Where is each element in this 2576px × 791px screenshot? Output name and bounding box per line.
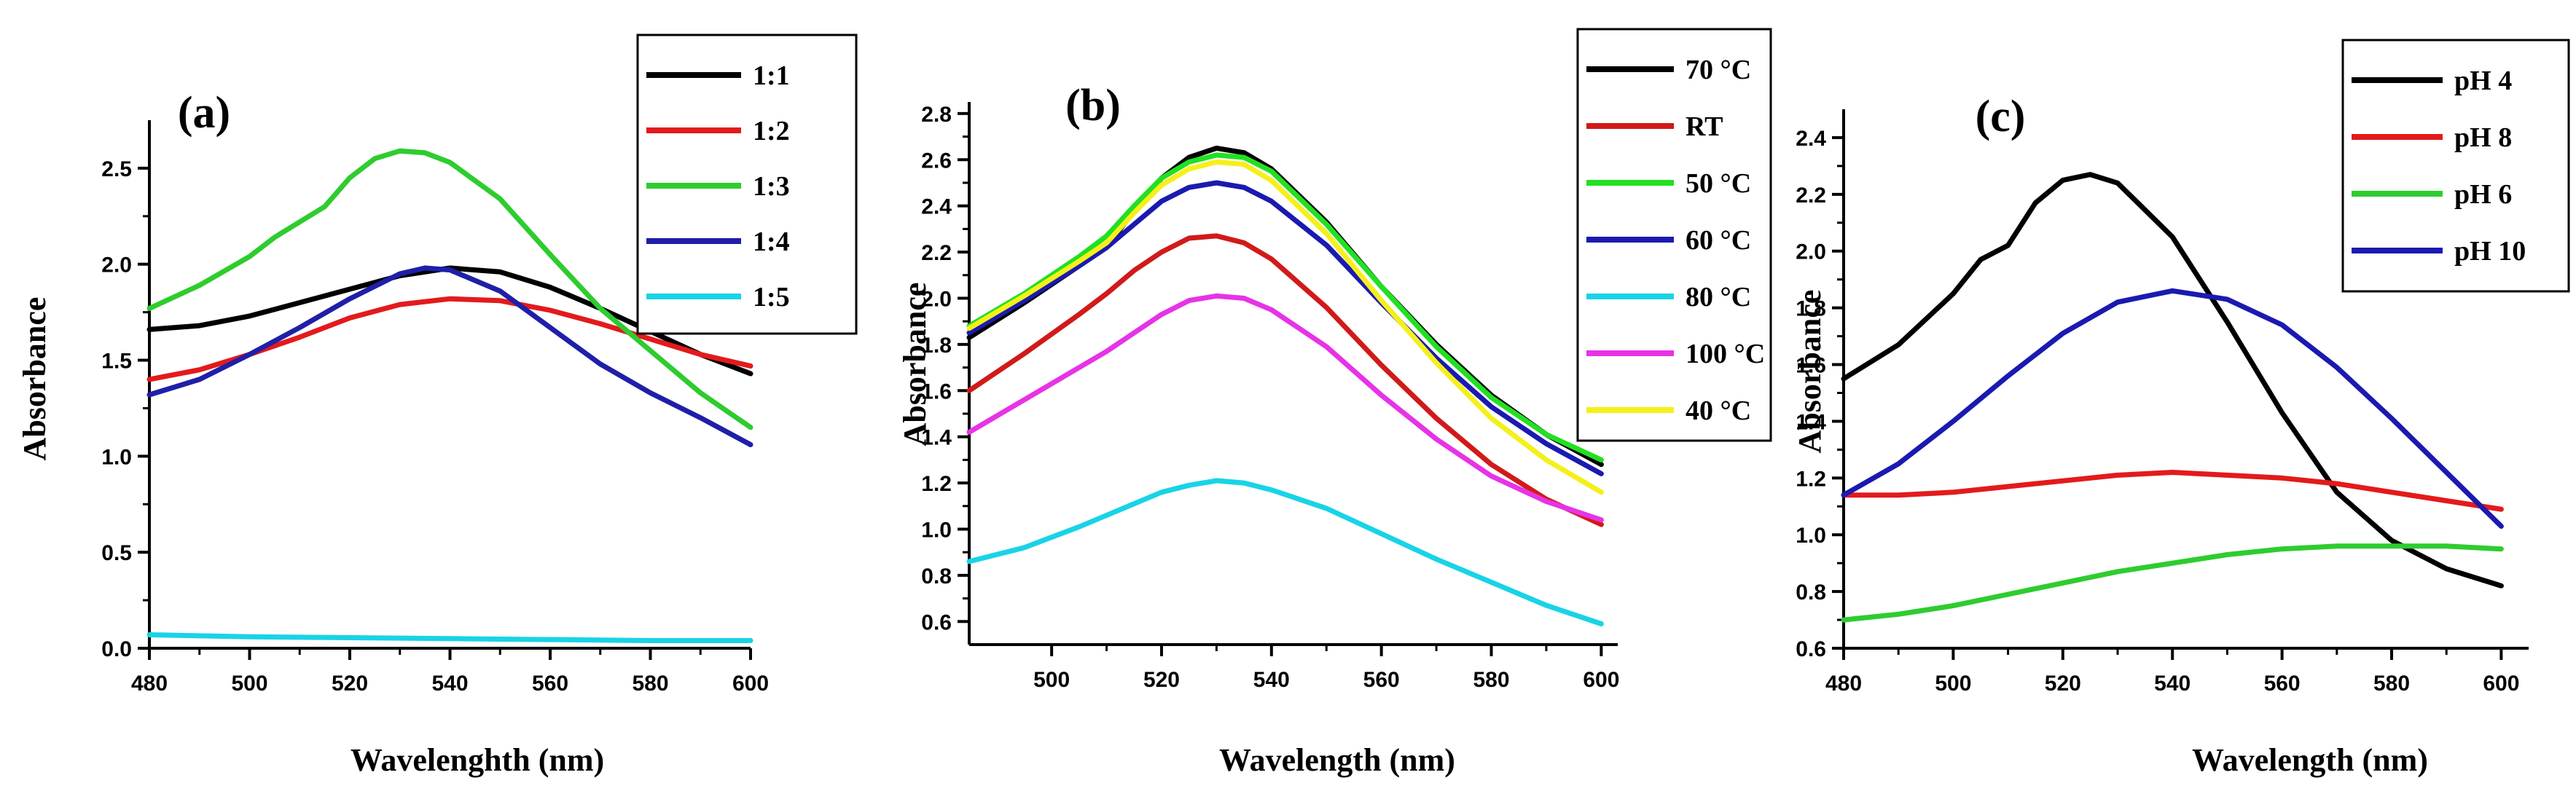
legend-box	[1576, 28, 1772, 442]
series-line-pH-4	[1841, 172, 2504, 589]
series-line-pH-10	[1841, 288, 2504, 529]
panel-label: (b)	[1065, 81, 1121, 130]
series-line-80-C	[966, 478, 1604, 626]
y-tick-label: 0.8	[921, 564, 952, 589]
legend-label: 70 °C	[1686, 55, 1751, 85]
series-line-pH-8	[1841, 470, 2504, 512]
y-tick-label: 1.2	[921, 472, 952, 496]
series-line-40-C	[966, 159, 1604, 495]
legend-label: pH 6	[2454, 179, 2512, 210]
legend-label: 50 °C	[1686, 168, 1751, 199]
x-tick-label: 520	[1143, 668, 1180, 692]
y-tick-label: 2.0	[101, 253, 132, 278]
legend-label: pH 10	[2454, 236, 2526, 267]
y-tick-label: 1.0	[101, 445, 132, 469]
y-tick-label: 1.0	[1796, 524, 1826, 548]
y-tick-label: 2.0	[921, 287, 952, 311]
y-tick-label: 2.5	[101, 157, 132, 181]
legend-label: 100 °C	[1686, 339, 1765, 369]
legend-label: pH 8	[2454, 122, 2512, 153]
legend: 70 °C RT 50 °C 60 °C 80 °C 100 °C 40 °C	[1576, 28, 1772, 442]
legend-label: RT	[1686, 111, 1723, 142]
y-tick-label: 0.5	[101, 541, 132, 565]
x-tick-label: 540	[431, 672, 468, 696]
y-tick-label: 1.8	[1796, 297, 1826, 321]
legend-label: 80 °C	[1686, 282, 1751, 312]
x-tick-label: 500	[1935, 672, 1971, 696]
legend-label: 1:5	[753, 282, 790, 312]
x-tick-label: 560	[1363, 668, 1400, 692]
series-line-100-C	[966, 293, 1604, 523]
panel-c: 480 500 520 540 560 580 600 0.6 0.8 1.0 1.2 1.4 1.6 1…	[1792, 39, 2570, 778]
series-line-60-C	[966, 180, 1604, 476]
y-tick-label: 0.8	[1796, 581, 1826, 605]
x-tick-label: 500	[231, 672, 267, 696]
y-tick-label: 2.8	[921, 103, 952, 127]
y-tick-label: 1.0	[921, 518, 952, 542]
y-tick-label: 1.6	[1796, 354, 1826, 378]
x-axis-title: Wavelenghth (nm)	[351, 742, 604, 778]
legend-label: 1:2	[753, 116, 790, 146]
y-tick-label: 2.6	[921, 149, 952, 173]
x-tick-label: 480	[1825, 672, 1862, 696]
legend-label: 60 °C	[1686, 225, 1751, 256]
y-tick-label: 1.5	[101, 350, 132, 374]
y-tick-label: 0.0	[101, 637, 132, 661]
y-tick-label: 1.4	[1796, 410, 1826, 434]
y-tick-label: 2.2	[921, 241, 952, 265]
series-line-50-C	[966, 152, 1604, 463]
y-tick-label: 2.0	[1796, 240, 1826, 264]
x-tick-label: 540	[1253, 668, 1290, 692]
panel-label: (a)	[178, 88, 230, 138]
series-line-RT	[966, 233, 1604, 527]
x-tick-label: 600	[732, 672, 769, 696]
x-axis-title: Wavelength (nm)	[1219, 742, 1455, 778]
y-tick-label: 0.6	[1796, 637, 1826, 661]
x-tick-label: 600	[2483, 672, 2519, 696]
y-tick-label: 1.4	[921, 426, 952, 450]
legend-label: pH 4	[2454, 66, 2512, 96]
y-tick-label: 2.4	[1796, 127, 1826, 151]
series-line-1-4	[146, 265, 753, 447]
panel-a: 480 500 520 540 560 580 600 0.0 0.5 1.0 1.5 2.0 2.5 (…	[17, 34, 858, 778]
x-tick-label: 580	[1473, 668, 1509, 692]
x-axis-title: Wavelength (nm)	[2192, 742, 2428, 778]
panel-label: (c)	[1976, 92, 2026, 141]
legend-label: 1:3	[753, 171, 790, 202]
x-tick-label: 600	[1583, 668, 1619, 692]
y-tick-label: 2.2	[1796, 184, 1826, 208]
x-tick-label: 560	[532, 672, 568, 696]
legend: pH 4 pH 8 pH 6 pH 10	[2341, 39, 2570, 293]
y-axis-title: Absorbance	[17, 297, 52, 461]
series-line-1-5	[146, 632, 753, 643]
legend-label: 1:1	[753, 60, 790, 91]
y-tick-label: 2.4	[921, 195, 952, 219]
x-tick-label: 560	[2264, 672, 2301, 696]
x-tick-label: 580	[632, 672, 668, 696]
y-tick-label: 1.6	[921, 379, 952, 404]
y-tick-label: 0.6	[921, 610, 952, 634]
x-tick-label: 500	[1033, 668, 1070, 692]
series-line-1-3	[146, 148, 753, 430]
y-axis-title: Absorbance	[1792, 290, 1828, 454]
x-tick-label: 540	[2154, 672, 2191, 696]
x-tick-label: 520	[332, 672, 368, 696]
x-tick-label: 580	[2373, 672, 2410, 696]
legend-label: 1:4	[753, 227, 790, 257]
y-axis-title: Absorbance	[897, 283, 933, 446]
y-tick-label: 1.2	[1796, 467, 1826, 491]
x-tick-label: 480	[131, 672, 168, 696]
y-tick-label: 1.8	[921, 334, 952, 358]
legend-label: 40 °C	[1686, 396, 1751, 426]
legend: 1:1 1:2 1:3 1:4 1:5	[636, 34, 858, 335]
panel-b: 500 520 540 560 580 600 0.6 0.8 1.0 1.2 1.4 1.6 1.8 2…	[897, 28, 1772, 778]
series-line-pH-6	[1841, 543, 2504, 623]
x-tick-label: 520	[2045, 672, 2081, 696]
